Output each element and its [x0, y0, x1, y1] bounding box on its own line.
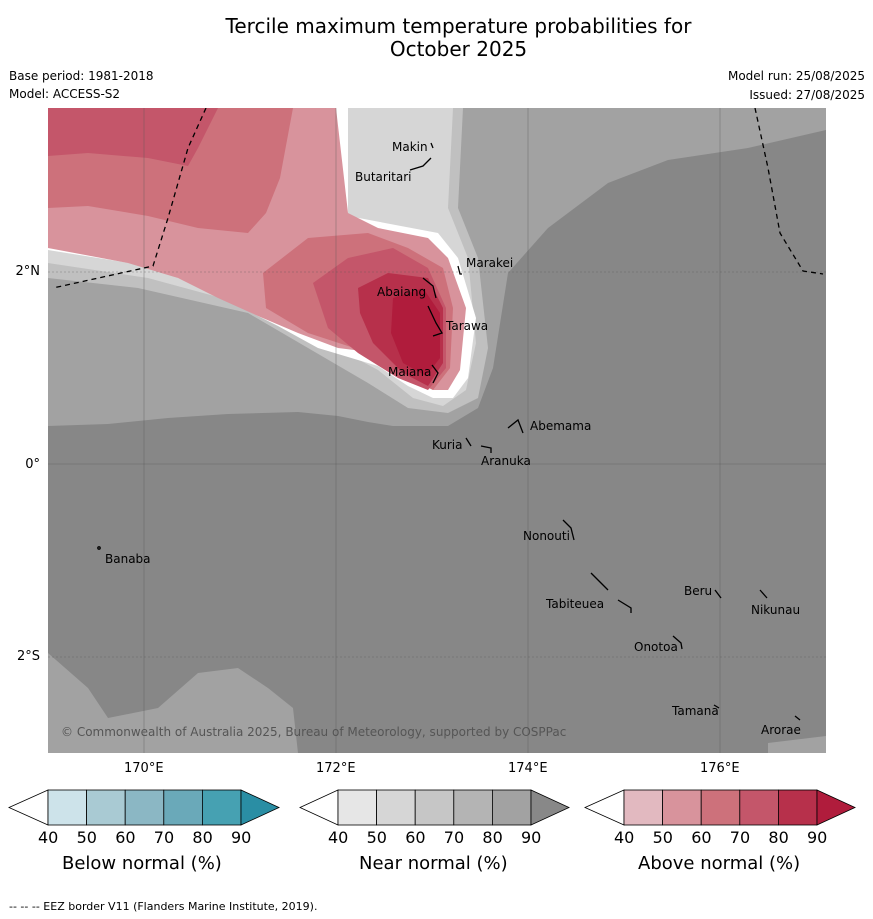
place-label: Maiana: [388, 365, 432, 379]
lon-label: 172°E: [316, 761, 356, 776]
lon-label: 170°E: [124, 761, 164, 776]
place-label: Arorae: [761, 723, 801, 737]
colorbar-bin: [201, 789, 242, 826]
colorbar-bin: [623, 789, 663, 826]
colorbar-above-normal: [584, 789, 856, 826]
place-label: Makin: [392, 140, 428, 154]
above-normal-70-zone: [48, 108, 218, 166]
colorbar-extend-high: [530, 789, 570, 826]
colorbar-tick-label: 60: [115, 828, 136, 847]
lat-label: 2°S: [16, 649, 40, 664]
place-label: Tarawa: [446, 319, 489, 333]
place-label: Onotoa: [634, 640, 678, 654]
colorbar-tick-label: 80: [482, 828, 503, 847]
place-label: Beru: [684, 584, 713, 598]
colorbar-bin: [453, 789, 493, 826]
above-normal-90-zone: [391, 288, 440, 376]
place-label: Butaritari: [355, 170, 412, 184]
lon-label: 176°E: [700, 761, 740, 776]
colorbar-tick-label: 40: [38, 828, 59, 847]
colorbar-label-above: Above normal (%): [638, 853, 801, 874]
place-label: Aranuka: [481, 454, 531, 468]
map-title-line2: October 2025: [389, 37, 528, 61]
island-outlines: [97, 142, 801, 721]
copyright-notice: © Commonwealth of Australia 2025, Bureau…: [61, 725, 567, 739]
colorbar-tick-label: 60: [405, 828, 426, 847]
model-name: Model: ACCESS-S2: [9, 87, 121, 101]
colorbar-tick-label: 50: [652, 828, 673, 847]
lat-label: 2°N: [15, 264, 41, 279]
colorbar-tick-label: 90: [231, 828, 252, 847]
colorbar-bin: [491, 789, 532, 826]
colorbar-bin: [47, 789, 87, 826]
colorbar-bin: [124, 789, 165, 826]
colorbar-extend-low: [299, 789, 339, 826]
colorbar-tick-label: 90: [807, 828, 828, 847]
colorbar-bin: [376, 789, 416, 826]
colorbar-tick-label: 80: [768, 828, 789, 847]
gridlines: [48, 108, 826, 753]
colorbar-bin: [86, 789, 126, 826]
colorbar-bin: [337, 789, 377, 826]
colorbar-ticks: 40 50 60 70 80 90 40 50 60 70 80 90 40 50 60 70 80 90: [0, 828, 873, 850]
colorbar-tick-label: 40: [328, 828, 349, 847]
colorbar-tick-label: 90: [521, 828, 542, 847]
colorbars: [8, 789, 856, 826]
near-normal-lower-right-zone: [768, 736, 826, 753]
colorbar-bin: [414, 789, 455, 826]
place-label: Abemama: [530, 419, 592, 433]
colorbar-tick-label: 70: [443, 828, 465, 847]
colorbar-extend-high: [816, 789, 856, 826]
colorbar-extend-low: [584, 789, 625, 826]
colorbar-label-below: Below normal (%): [62, 853, 222, 874]
colorbar-bin: [662, 789, 702, 826]
colorbar-tick-label: 50: [76, 828, 97, 847]
colorbar-extend-low: [8, 789, 49, 826]
colorbar-bin: [739, 789, 779, 826]
colorbar-tick-label: 40: [614, 828, 635, 847]
model-run: Model run: 25/08/2025: [727, 69, 865, 83]
base-period: Base period: 1981-2018: [9, 69, 154, 83]
colorbar-bin: [778, 789, 818, 826]
eez-legend-footer: -- -- -- EEZ border V11 (Flanders Marine…: [9, 900, 318, 913]
map-title-line1: Tercile maximum temperature probabilitie…: [225, 14, 692, 38]
colorbar-bin: [700, 789, 741, 826]
place-label: Banaba: [105, 552, 151, 566]
place-label: Kuria: [432, 438, 463, 452]
place-label: Marakei: [466, 256, 514, 270]
issued-date: Issued: 27/08/2025: [749, 88, 865, 102]
place-label: Tamana: [672, 704, 719, 718]
colorbar-tick-label: 80: [192, 828, 213, 847]
near-normal-lower-left-zone: [48, 653, 298, 753]
colorbar-below-normal: [8, 789, 280, 826]
place-label: Tabiteuea: [546, 597, 605, 611]
colorbar-bin: [163, 789, 203, 826]
colorbar-tick-label: 70: [153, 828, 175, 847]
eez-border: [52, 108, 824, 289]
place-label: Abaiang: [377, 285, 427, 299]
colorbar-label-near: Near normal (%): [359, 853, 508, 874]
place-label: Nonouti: [523, 529, 570, 543]
colorbar-tick-label: 60: [691, 828, 712, 847]
lon-label: 174°E: [508, 761, 548, 776]
colorbar-extend-high: [240, 789, 280, 826]
colorbar-near-normal: [299, 789, 570, 826]
lat-label: 0°: [25, 457, 40, 472]
colorbar-tick-label: 70: [729, 828, 751, 847]
colorbar-tick-label: 50: [366, 828, 387, 847]
probability-map: [48, 108, 826, 753]
place-label: Nikunau: [751, 603, 801, 617]
